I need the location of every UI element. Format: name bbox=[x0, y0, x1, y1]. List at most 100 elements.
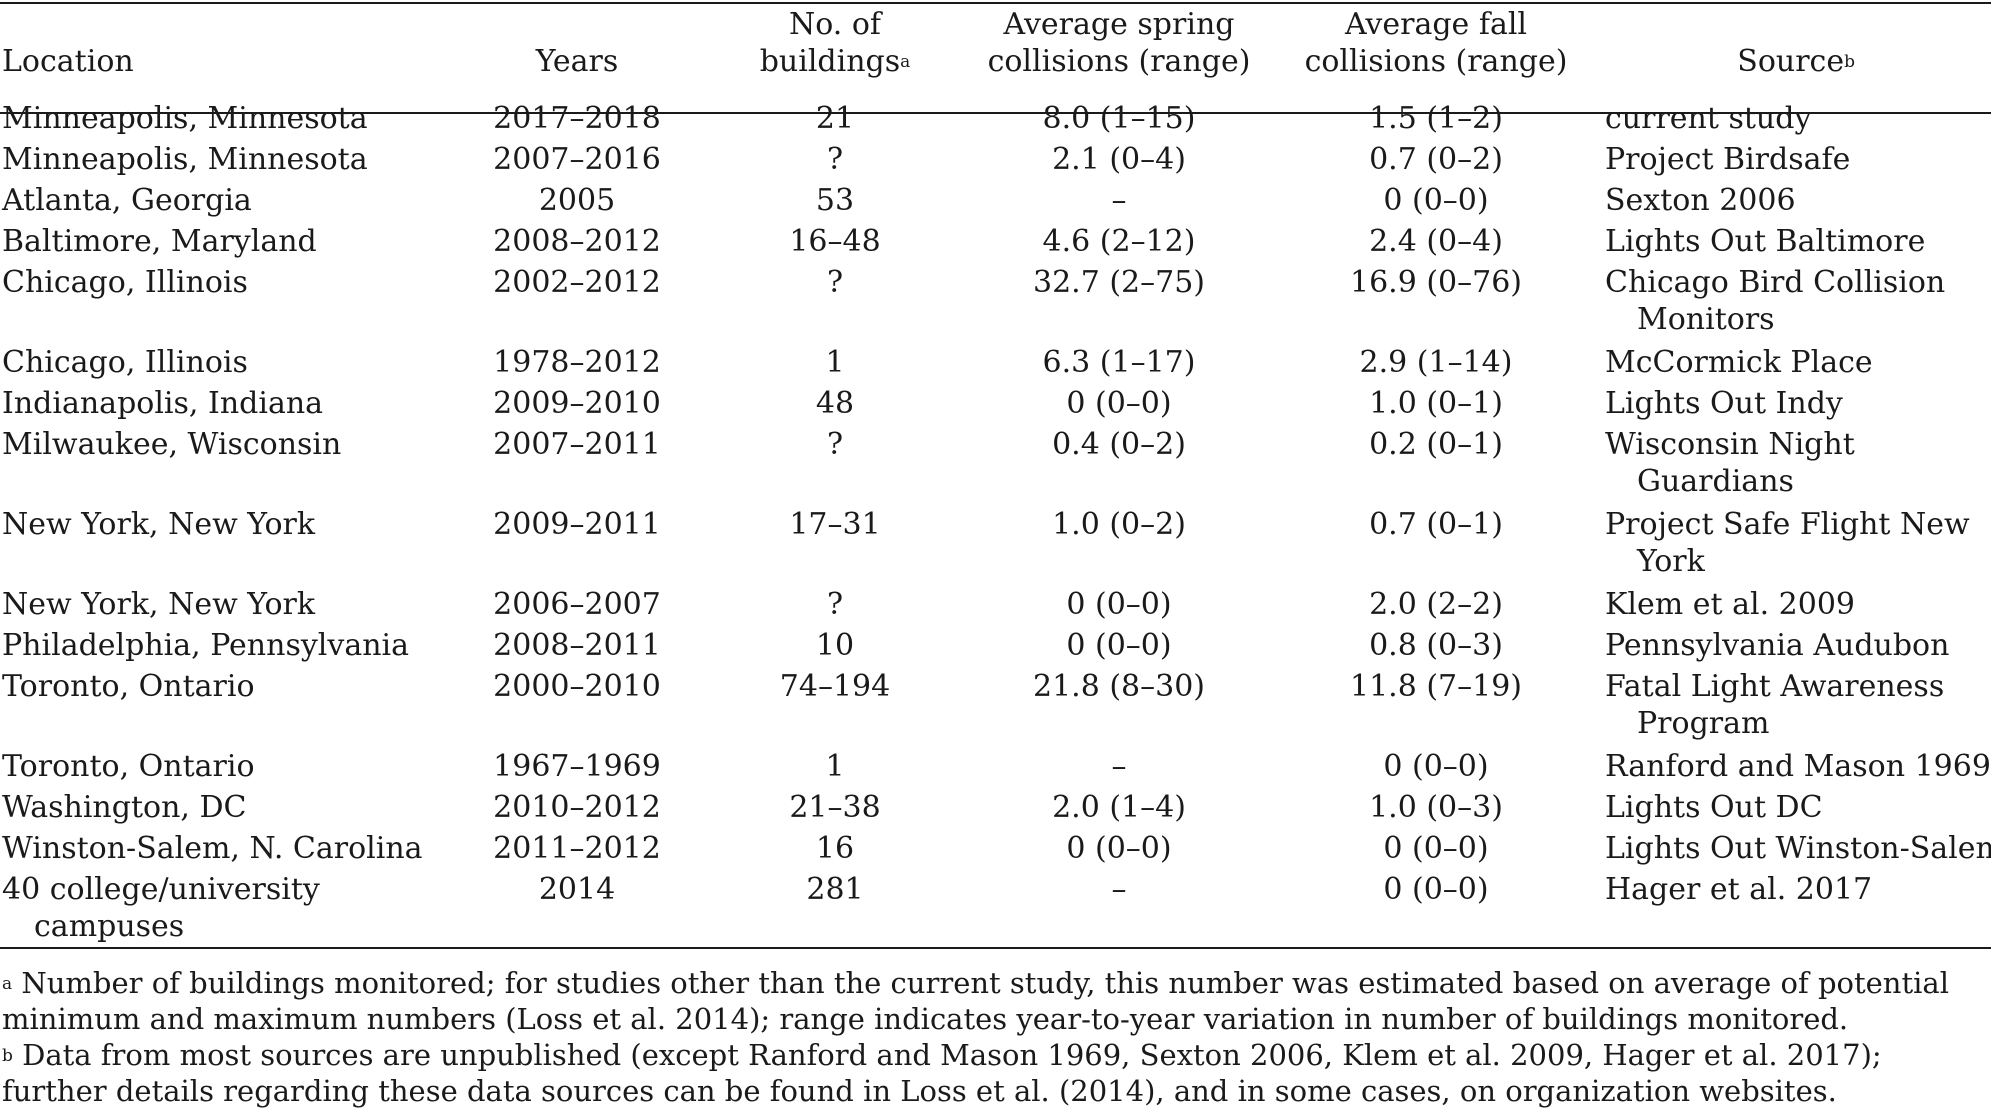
cell-buildings: 10 bbox=[720, 627, 950, 664]
cell-location: New York, New York bbox=[2, 506, 472, 543]
cell-buildings: ? bbox=[720, 141, 950, 178]
cell-spring: 6.3 (1–17) bbox=[985, 344, 1253, 381]
cell-years: 2007–2011 bbox=[472, 426, 682, 463]
cell-fall-text: 11.8 (7–19) bbox=[1349, 669, 1522, 704]
cell-buildings: ? bbox=[720, 586, 950, 623]
cell-location-text: Milwaukee, Wisconsin bbox=[2, 427, 342, 462]
cell-buildings-text: 53 bbox=[815, 183, 855, 218]
cell-spring: – bbox=[985, 182, 1253, 219]
header-location: Location bbox=[2, 44, 134, 79]
cell-fall: 1.0 (0–1) bbox=[1302, 385, 1570, 422]
cell-fall: 2.0 (2–2) bbox=[1302, 586, 1570, 623]
cell-fall-text: 2.4 (0–4) bbox=[1369, 224, 1503, 259]
cell-fall-text: 0.7 (0–2) bbox=[1369, 142, 1503, 177]
cell-fall-text: 1.0 (0–1) bbox=[1369, 386, 1503, 421]
cell-buildings: 281 bbox=[720, 871, 950, 908]
cell-source-text: Project Birdsafe bbox=[1605, 142, 1851, 177]
cell-source-text: Lights Out Baltimore bbox=[1605, 224, 1926, 259]
cell-buildings-text: ? bbox=[826, 427, 844, 462]
cell-location-text: Toronto, Ontario bbox=[2, 749, 255, 784]
cell-fall-text: 0 (0–0) bbox=[1383, 183, 1489, 218]
header-buildings-line2: buildingsa bbox=[720, 43, 950, 80]
cell-spring-text: 0 (0–0) bbox=[1066, 386, 1172, 421]
cell-location: Baltimore, Maryland bbox=[2, 223, 472, 260]
cell-buildings-text: ? bbox=[826, 265, 844, 300]
cell-years-text: 2005 bbox=[538, 183, 616, 218]
cell-years: 2008–2012 bbox=[472, 223, 682, 260]
cell-spring-text: 0 (0–0) bbox=[1066, 831, 1172, 866]
cell-source: Project Birdsafe bbox=[1605, 141, 1991, 178]
cell-source-text: Lights Out DC bbox=[1605, 790, 1823, 825]
cell-buildings: ? bbox=[720, 426, 950, 463]
header-buildings-line1: No. of bbox=[788, 7, 882, 42]
cell-location: Chicago, Illinois bbox=[2, 344, 472, 381]
cell-spring-text: – bbox=[1111, 872, 1127, 907]
cell-buildings-text: 10 bbox=[815, 628, 855, 663]
cell-buildings: 21–38 bbox=[720, 789, 950, 826]
cell-location: Milwaukee, Wisconsin bbox=[2, 426, 472, 463]
cell-spring: 0 (0–0) bbox=[985, 830, 1253, 867]
cell-source: Lights Out DC bbox=[1605, 789, 1991, 826]
footnote-b-text: Data from most sources are unpublished (… bbox=[2, 1038, 1882, 1108]
cell-buildings: 17–31 bbox=[720, 506, 950, 543]
cell-buildings: 53 bbox=[720, 182, 950, 219]
cell-buildings-text: 1 bbox=[825, 345, 845, 380]
cell-fall-text: 0 (0–0) bbox=[1383, 872, 1489, 907]
cell-source-text: Fatal Light Awareness bbox=[1605, 669, 1945, 704]
cell-source: Lights Out Winston-Salem bbox=[1605, 830, 1991, 867]
cell-fall-text: 0.2 (0–1) bbox=[1369, 427, 1503, 462]
footnote-b: b Data from most sources are unpublished… bbox=[2, 1037, 1987, 1109]
cell-fall: 0 (0–0) bbox=[1302, 748, 1570, 785]
cell-buildings-text: 74–194 bbox=[779, 669, 891, 704]
cell-source-text: Wisconsin Night bbox=[1605, 427, 1855, 462]
cell-spring-text: 2.0 (1–4) bbox=[1052, 790, 1186, 825]
footnote-a-text: Number of buildings monitored; for studi… bbox=[2, 966, 1949, 1036]
cell-location-text: New York, New York bbox=[2, 507, 316, 542]
cell-location-text: Toronto, Ontario bbox=[2, 669, 255, 704]
cell-years: 2009–2011 bbox=[472, 506, 682, 543]
cell-buildings: ? bbox=[720, 264, 950, 301]
cell-location: Chicago, Illinois bbox=[2, 264, 472, 301]
cell-years-text: 2007–2011 bbox=[493, 427, 661, 462]
cell-location-text: 40 college/university bbox=[2, 872, 320, 907]
cell-buildings-text: 21–38 bbox=[789, 790, 881, 825]
cell-years-text: 1978–2012 bbox=[493, 345, 661, 380]
cell-source: Hager et al. 2017 bbox=[1605, 871, 1991, 908]
cell-source: Klem et al. 2009 bbox=[1605, 586, 1991, 623]
cell-source: Chicago Bird Collision Monitors bbox=[1605, 264, 1991, 338]
cell-buildings-text: 17–31 bbox=[789, 507, 881, 542]
cell-source-continued: York bbox=[1637, 544, 1705, 579]
cell-fall-text: 2.9 (1–14) bbox=[1359, 345, 1513, 380]
cell-fall: 0.7 (0–2) bbox=[1302, 141, 1570, 178]
cell-fall-text: 1.0 (0–3) bbox=[1369, 790, 1503, 825]
cell-spring-text: 2.1 (0–4) bbox=[1052, 142, 1186, 177]
header-spring: Average spring collisions (range) bbox=[985, 6, 1253, 80]
cell-years-text: 2009–2011 bbox=[493, 507, 661, 542]
cell-fall: 0.7 (0–1) bbox=[1302, 506, 1570, 543]
cell-location-text: Minneapolis, Minnesota bbox=[2, 142, 368, 177]
cell-source-text: McCormick Place bbox=[1605, 345, 1873, 380]
cell-spring-text: 0 (0–0) bbox=[1066, 628, 1172, 663]
cell-source: Lights Out Baltimore bbox=[1605, 223, 1991, 260]
cell-fall-text: 1.5 (1–2) bbox=[1369, 101, 1503, 136]
cell-location: New York, New York bbox=[2, 586, 472, 623]
cell-spring-text: 21.8 (8–30) bbox=[1032, 669, 1205, 704]
cell-fall-text: 0 (0–0) bbox=[1383, 831, 1489, 866]
cell-spring: 4.6 (2–12) bbox=[985, 223, 1253, 260]
cell-location-text: Indianapolis, Indiana bbox=[2, 386, 324, 421]
cell-location: 40 college/university campuses bbox=[2, 871, 472, 945]
cell-buildings: 74–194 bbox=[720, 668, 950, 705]
cell-fall-text: 2.0 (2–2) bbox=[1369, 587, 1503, 622]
cell-location: Philadelphia, Pennsylvania bbox=[2, 627, 472, 664]
cell-spring: 1.0 (0–2) bbox=[985, 506, 1253, 543]
cell-years: 2002–2012 bbox=[472, 264, 682, 301]
header-fall: Average fall collisions (range) bbox=[1302, 6, 1570, 80]
footnote-marker-b: b bbox=[1844, 52, 1855, 72]
footnote-b-mark: b bbox=[2, 1046, 13, 1066]
cell-fall: 0.2 (0–1) bbox=[1302, 426, 1570, 463]
cell-years: 2007–2016 bbox=[472, 141, 682, 178]
header-rule bbox=[0, 112, 1991, 114]
cell-location-text: Winston-Salem, N. Carolina bbox=[2, 831, 423, 866]
cell-source: Project Safe Flight New York bbox=[1605, 506, 1991, 580]
